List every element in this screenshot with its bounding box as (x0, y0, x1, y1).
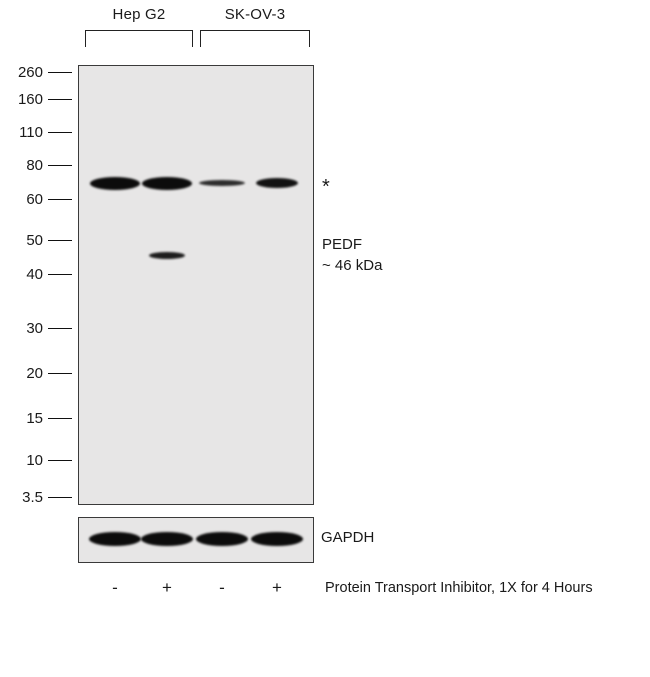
mw-marker: 160 (0, 88, 76, 110)
mw-marker: 40 (0, 263, 76, 285)
band (256, 178, 298, 188)
mw-marker-label: 80 (26, 156, 43, 174)
band (196, 532, 248, 546)
mw-marker-label: 10 (26, 451, 43, 469)
mw-tick (48, 131, 72, 133)
treatment-symbol: + (272, 578, 282, 597)
mw-marker-label: 3.5 (22, 488, 43, 506)
mw-marker-label: 260 (17, 63, 43, 81)
mw-tick (48, 273, 72, 275)
mw-marker: 260 (0, 61, 76, 83)
treatment-symbol: - (219, 578, 225, 597)
mw-marker-label: 40 (26, 265, 43, 283)
mw-tick (48, 98, 72, 100)
mw-marker: 50 (0, 229, 76, 251)
treatment-caption: Protein Transport Inhibitor, 1X for 4 Ho… (325, 580, 593, 596)
mw-tick (48, 239, 72, 241)
main-blot-panel (78, 65, 314, 505)
loading-control-label: GAPDH (321, 529, 375, 546)
treatment-symbol: - (112, 578, 118, 597)
nonspecific-band-annotation: * (322, 176, 330, 198)
mw-marker: 110 (0, 121, 76, 143)
mw-tick (48, 198, 72, 200)
mw-tick (48, 327, 72, 329)
mw-tick (48, 164, 72, 166)
treatment-symbol: + (162, 578, 172, 597)
mw-marker-label: 15 (26, 409, 43, 427)
mw-marker: 30 (0, 317, 76, 339)
mw-tick (48, 372, 72, 374)
band (199, 180, 245, 186)
band (251, 532, 303, 546)
band (90, 176, 140, 190)
mw-tick (48, 459, 72, 461)
group-bracket-hepg2 (85, 30, 193, 47)
mw-marker: 20 (0, 362, 76, 384)
band (142, 176, 192, 190)
mw-marker: 15 (0, 407, 76, 429)
mw-marker-label: 60 (26, 190, 43, 208)
mw-marker: 80 (0, 154, 76, 176)
mw-marker: 3.5 (0, 486, 76, 508)
mw-marker: 10 (0, 449, 76, 471)
target-annotation: PEDF ~ 46 kDa (322, 234, 382, 276)
mw-tick (48, 417, 72, 419)
target-protein-size: ~ 46 kDa (322, 257, 383, 274)
mw-marker: 60 (0, 188, 76, 210)
band (89, 532, 141, 546)
mw-marker-label: 50 (26, 231, 43, 249)
sample-group-label-skov3: SK-OV-3 (224, 6, 286, 23)
mw-tick (48, 71, 72, 73)
mw-marker-label: 20 (26, 364, 43, 382)
mw-marker-label: 30 (26, 319, 43, 337)
mw-marker-label: 160 (17, 90, 43, 108)
sample-group-label-hepg2: Hep G2 (112, 6, 166, 23)
band (149, 251, 185, 259)
group-bracket-skov3 (200, 30, 310, 47)
mw-marker-label: 110 (19, 123, 43, 141)
target-protein-name: PEDF (322, 236, 363, 253)
band (141, 532, 193, 546)
mw-tick (48, 496, 72, 498)
